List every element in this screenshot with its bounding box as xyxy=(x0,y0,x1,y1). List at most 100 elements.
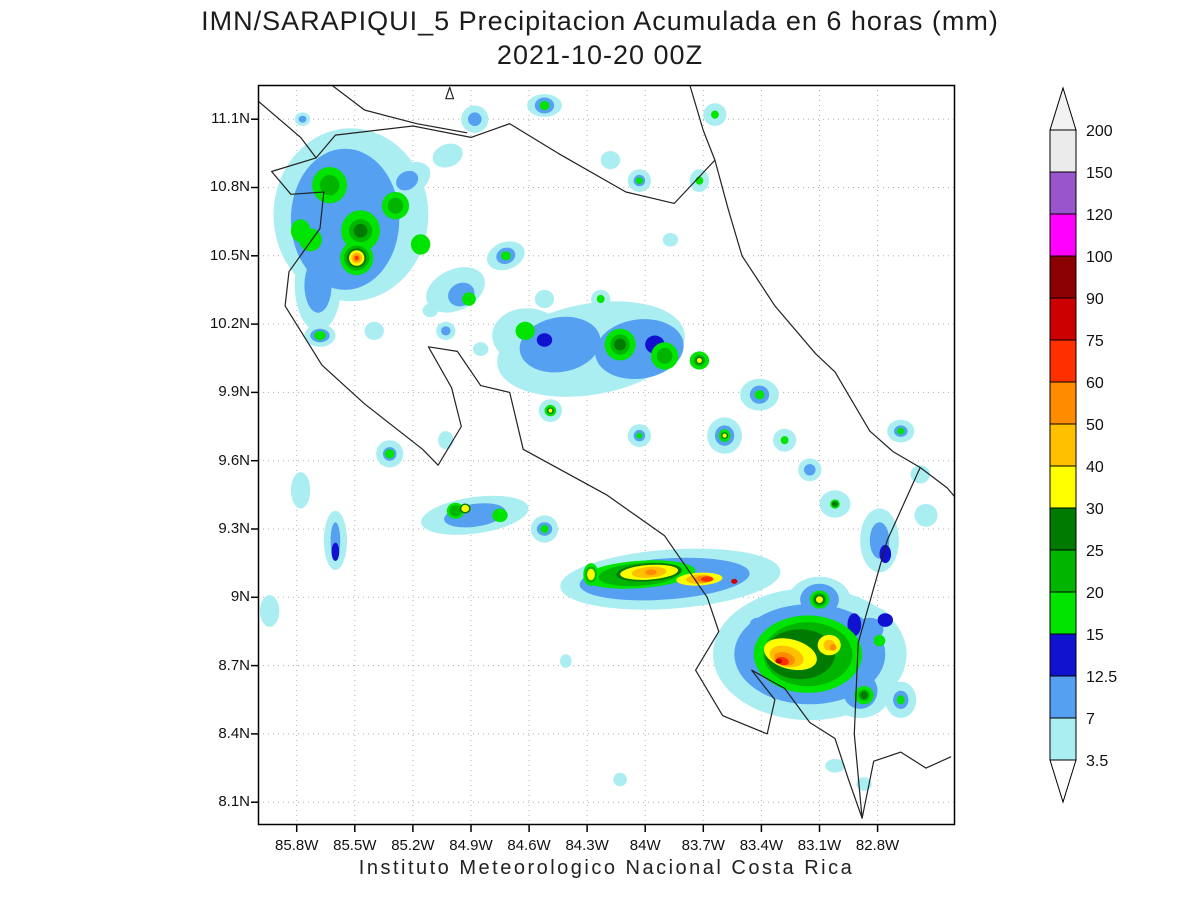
colorbar-band xyxy=(1049,129,1077,173)
colorbar-arrow-bottom xyxy=(1049,759,1077,804)
colorbar-tick-label: 20 xyxy=(1086,585,1104,602)
lat-tick-label: 10.5N xyxy=(209,246,250,264)
map-area: Instituto Meteorologico Nacional Costa R… xyxy=(210,84,956,879)
precip-blob xyxy=(540,524,549,534)
lat-tick-label: 9.6N xyxy=(218,451,250,469)
plot-layer xyxy=(258,85,955,825)
precip-blob xyxy=(777,661,781,664)
colorbar-tick-label: 40 xyxy=(1086,459,1104,476)
precip-blob xyxy=(731,578,738,584)
precip-blob xyxy=(384,449,395,459)
precip-blob xyxy=(519,316,601,373)
lon-tick-label: 83.7W xyxy=(681,837,725,854)
precip-blob xyxy=(701,576,714,582)
lon-tick-label: 84.3W xyxy=(565,837,609,854)
lon-tick-label: 85.5W xyxy=(333,837,377,854)
precip-blob xyxy=(304,258,332,313)
precip-blob xyxy=(422,303,438,318)
precip-blob xyxy=(635,177,643,184)
precip-blob xyxy=(449,505,462,517)
lat-tick-label: 9.3N xyxy=(218,520,250,537)
map-svg xyxy=(251,84,956,832)
precip-blob xyxy=(897,427,905,435)
precip-blob xyxy=(534,289,555,309)
lon-tick-label: 85.2W xyxy=(391,837,435,854)
precip-blob xyxy=(656,348,673,364)
lon-tick-label: 84W xyxy=(629,837,661,854)
colorbar-tick-label: 12.5 xyxy=(1086,669,1117,686)
precip-blob xyxy=(873,634,886,647)
precip-blob xyxy=(696,358,702,363)
colorbar-band xyxy=(1049,717,1077,761)
precip-blob xyxy=(536,333,553,347)
colorbar-band xyxy=(1049,591,1077,635)
precip-blob xyxy=(847,613,862,636)
precip-blob xyxy=(396,170,419,191)
precip-blob xyxy=(290,219,311,243)
colorbar-band xyxy=(1049,423,1077,467)
precip-blob xyxy=(298,115,307,123)
colorbar-band xyxy=(1049,633,1077,677)
precip-blob xyxy=(353,223,368,238)
precip-blob xyxy=(711,110,719,119)
colorbar-band xyxy=(1049,675,1077,719)
precip-blob xyxy=(354,256,359,260)
precip-blob xyxy=(775,658,783,664)
precip-blob xyxy=(614,338,626,351)
colorbar-band xyxy=(1049,507,1077,551)
precip-blob xyxy=(749,617,766,632)
colorbar-tick-label: 75 xyxy=(1086,333,1104,350)
precip-blob xyxy=(662,233,679,247)
lat-tick-label: 8.7N xyxy=(218,656,250,674)
precip-blob xyxy=(441,326,451,336)
coastline-panama-border xyxy=(853,467,921,819)
coastline-nicaragua-border xyxy=(315,123,716,204)
precip-blob xyxy=(560,654,572,668)
colorbar-tick-label: 200 xyxy=(1086,123,1113,140)
precip-blob xyxy=(722,433,727,438)
colorbar-band xyxy=(1049,171,1077,215)
colorbar-tick-label: 30 xyxy=(1086,501,1104,518)
precip-blob xyxy=(539,100,550,111)
precip-blob xyxy=(877,613,893,627)
footer-credit: Instituto Meteorologico Nacional Costa R… xyxy=(358,857,855,879)
colorbar-tick-label: 7 xyxy=(1086,711,1095,728)
precip-blob xyxy=(896,695,905,705)
colorbar-band xyxy=(1049,213,1077,257)
colorbar-band xyxy=(1049,381,1077,425)
precip-blob xyxy=(438,431,454,450)
precip-blob xyxy=(290,472,311,509)
precip-blob xyxy=(314,330,326,341)
precip-blob xyxy=(319,175,340,196)
plot-border xyxy=(257,84,956,826)
lat-tick-label: 8.1N xyxy=(218,793,250,811)
lat-tick-label: 9N xyxy=(230,588,250,606)
colorbar-svg: 200 150 120 100 90 75 60 50 40 30 25 20 15 12.5 7 3.5 xyxy=(1049,86,1117,804)
colorbar-tick-label: 15 xyxy=(1086,627,1104,644)
coastline-pacific-coast xyxy=(258,100,952,819)
colorbar-band xyxy=(1049,465,1077,509)
precip-blob xyxy=(587,568,595,581)
lat-tick-label: 9.9N xyxy=(218,383,250,401)
colorbar-tick-label: 25 xyxy=(1086,543,1104,560)
precip-blob xyxy=(259,595,280,627)
precip-blob xyxy=(645,569,657,576)
precip-blob xyxy=(831,501,839,507)
precip-blob xyxy=(816,596,823,603)
precip-blob xyxy=(387,197,404,214)
precip-blob xyxy=(515,321,535,340)
precip-blob xyxy=(613,772,627,787)
colorbar-tick-label: 120 xyxy=(1086,207,1113,224)
colorbar-tick-label: 60 xyxy=(1086,375,1104,392)
precip-blob xyxy=(468,112,482,126)
precip-blob xyxy=(780,436,789,445)
precip-blob xyxy=(856,617,884,641)
colorbar-tick-label: 3.5 xyxy=(1086,753,1108,770)
precip-blob xyxy=(432,143,463,168)
precip-blob xyxy=(596,294,605,304)
precip-blob xyxy=(462,292,476,306)
lat-tick-label: 8.4N xyxy=(218,724,250,742)
colorbar-arrow-top xyxy=(1049,86,1077,131)
precip-blob xyxy=(331,542,340,561)
